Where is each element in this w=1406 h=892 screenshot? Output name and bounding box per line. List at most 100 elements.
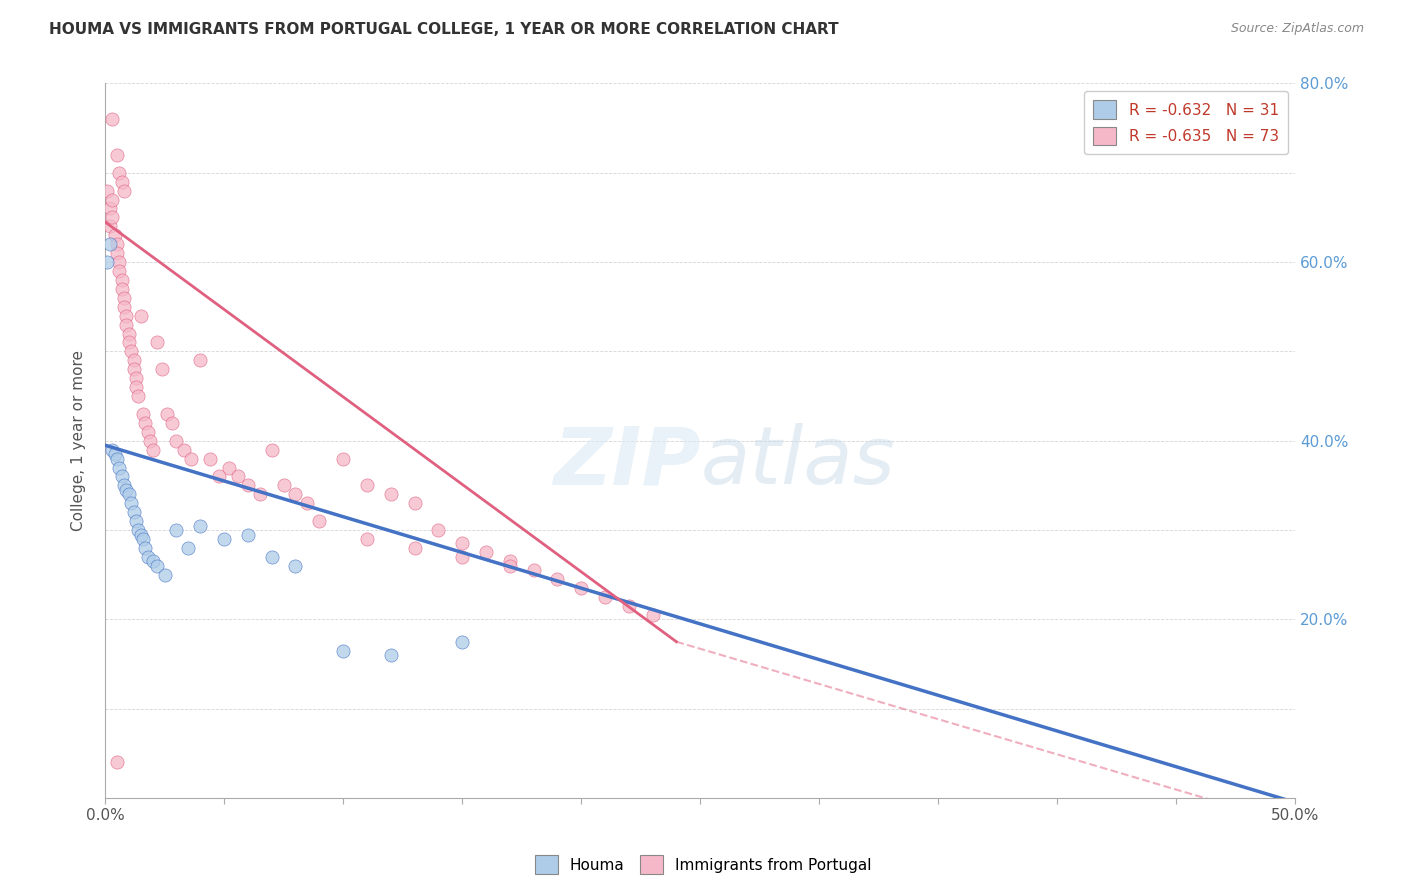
Point (115, 483, 138, 497)
Point (105, 451, 128, 466)
Point (98, 237, 121, 252)
Point (112, 300, 135, 314)
Point (617, 599, 640, 613)
Point (218, 460, 240, 475)
Point (236, 478, 259, 492)
Point (546, 572, 568, 586)
Text: Source: ZipAtlas.com: Source: ZipAtlas.com (1230, 22, 1364, 36)
Point (127, 389, 149, 403)
Point (134, 541, 156, 555)
Point (132, 407, 155, 421)
Point (146, 335, 169, 350)
Point (380, 487, 402, 501)
Point (122, 362, 145, 376)
Point (129, 309, 152, 323)
Point (569, 581, 592, 595)
Point (188, 518, 211, 533)
Point (139, 434, 162, 448)
Point (125, 371, 148, 385)
Point (146, 558, 169, 573)
Point (120, 496, 142, 510)
Point (108, 264, 131, 278)
Point (297, 496, 319, 510)
Point (153, 567, 176, 582)
Point (115, 309, 138, 323)
Point (177, 541, 200, 555)
Point (111, 175, 134, 189)
Point (105, 237, 128, 252)
Point (499, 554, 522, 568)
Point (236, 527, 259, 541)
Point (188, 353, 211, 368)
Point (284, 558, 307, 573)
Point (105, 756, 128, 770)
Point (165, 434, 187, 448)
Point (499, 558, 522, 573)
Legend: Houma, Immigrants from Portugal: Houma, Immigrants from Portugal (529, 849, 877, 880)
Point (451, 549, 474, 564)
Point (98, 202, 121, 216)
Point (122, 353, 145, 368)
Point (111, 282, 134, 296)
Point (98, 219, 121, 234)
Point (332, 643, 354, 657)
Point (356, 532, 378, 546)
Point (260, 442, 283, 457)
Y-axis label: College, 1 year or more: College, 1 year or more (72, 351, 86, 532)
Point (380, 648, 402, 662)
Point (522, 563, 544, 577)
Point (118, 326, 141, 341)
Point (136, 425, 159, 439)
Point (404, 496, 426, 510)
Point (111, 469, 134, 483)
Point (593, 590, 616, 604)
Point (427, 523, 450, 537)
Point (173, 442, 195, 457)
Point (105, 148, 128, 162)
Point (150, 362, 173, 376)
Point (101, 442, 124, 457)
Point (180, 451, 202, 466)
Point (125, 380, 148, 394)
Point (451, 634, 474, 648)
Point (120, 344, 142, 359)
Point (641, 607, 664, 622)
Point (308, 514, 330, 528)
Point (112, 184, 135, 198)
Point (103, 228, 125, 243)
Point (356, 478, 378, 492)
Point (212, 532, 235, 546)
Point (118, 335, 141, 350)
Point (132, 532, 155, 546)
Point (96, 184, 118, 198)
Point (404, 541, 426, 555)
Point (105, 246, 128, 260)
Point (142, 554, 165, 568)
Point (103, 447, 125, 461)
Point (125, 514, 148, 528)
Point (208, 469, 231, 483)
Point (273, 478, 295, 492)
Point (127, 523, 149, 537)
Point (111, 273, 134, 287)
Point (451, 536, 474, 550)
Point (108, 460, 131, 475)
Point (475, 545, 498, 559)
Point (136, 549, 159, 564)
Point (332, 451, 354, 466)
Point (101, 193, 124, 207)
Text: HOUMA VS IMMIGRANTS FROM PORTUGAL COLLEGE, 1 YEAR OR MORE CORRELATION CHART: HOUMA VS IMMIGRANTS FROM PORTUGAL COLLEG… (49, 22, 839, 37)
Point (112, 478, 135, 492)
Point (249, 487, 271, 501)
Point (284, 487, 307, 501)
Point (108, 166, 131, 180)
Point (115, 318, 138, 332)
Point (156, 407, 179, 421)
Point (112, 291, 135, 305)
Point (165, 523, 187, 537)
Point (134, 416, 156, 430)
Point (142, 442, 165, 457)
Legend: R = -0.632   N = 31, R = -0.635   N = 73: R = -0.632 N = 31, R = -0.635 N = 73 (1084, 91, 1288, 154)
Point (96, 255, 118, 269)
Point (260, 549, 283, 564)
